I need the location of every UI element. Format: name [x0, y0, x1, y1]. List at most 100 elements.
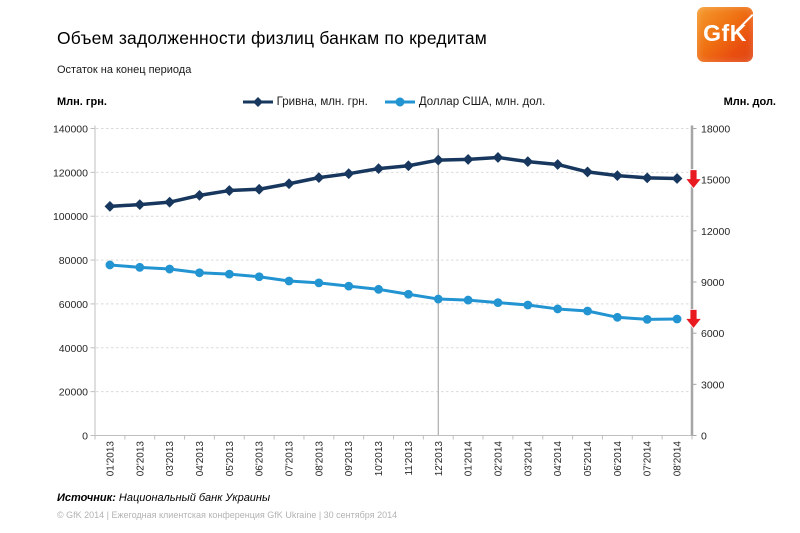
svg-text:140000: 140000: [53, 124, 88, 136]
svg-text:20000: 20000: [59, 387, 88, 399]
svg-text:03'2013: 03'2013: [165, 441, 176, 477]
series-dollar: [105, 260, 682, 324]
x-axis-labels: 01'2013 02'2013 03'2013 04'2013 05'2013 06'20…: [105, 441, 683, 477]
svg-text:05'2013: 05'2013: [225, 441, 236, 477]
data-point: [194, 189, 205, 201]
svg-text:120000: 120000: [53, 167, 88, 179]
data-point: [223, 185, 235, 196]
data-point: [553, 304, 563, 314]
legend-item-dollar: Доллар США, млн. дол.: [384, 96, 546, 108]
svg-text:11'2013: 11'2013: [404, 441, 415, 476]
svg-text:0: 0: [82, 431, 88, 443]
svg-text:05'2014: 05'2014: [583, 441, 594, 477]
data-point: [671, 173, 683, 184]
data-point: [165, 264, 175, 274]
data-point: [105, 260, 115, 270]
data-point: [374, 284, 383, 294]
data-point: [492, 152, 504, 163]
svg-text:12000: 12000: [701, 226, 730, 238]
data-point: [314, 278, 324, 288]
data-point: [463, 295, 473, 305]
data-point: [254, 272, 264, 282]
svg-text:3000: 3000: [701, 379, 725, 391]
data-point: [403, 160, 414, 172]
data-point: [641, 172, 653, 184]
logo-text: GfK: [703, 20, 747, 46]
svg-text:04'2014: 04'2014: [553, 441, 564, 477]
svg-text:01'2013: 01'2013: [105, 441, 116, 477]
data-point: [404, 289, 413, 299]
svg-text:08'2014: 08'2014: [673, 441, 684, 477]
svg-text:80000: 80000: [59, 255, 88, 267]
data-point: [552, 159, 564, 170]
down-arrow-annotation: [684, 309, 703, 330]
svg-text:04'2013: 04'2013: [195, 441, 206, 477]
svg-text:40000: 40000: [59, 343, 88, 355]
svg-text:0: 0: [701, 431, 707, 443]
gfk-logo: GfK: [697, 7, 754, 62]
data-point: [433, 294, 443, 304]
svg-text:15000: 15000: [701, 175, 730, 187]
page-subtitle: Остаток на конец периода: [57, 64, 192, 76]
svg-text:6000: 6000: [701, 328, 725, 340]
copyright-line: © GfK 2014 | Ежегодная клиентская конфер…: [57, 510, 398, 520]
data-point: [493, 298, 503, 308]
svg-text:12'2013: 12'2013: [434, 441, 445, 477]
svg-text:08'2013: 08'2013: [314, 441, 325, 477]
data-point: [164, 196, 176, 208]
down-arrow-annotation: [684, 169, 703, 190]
data-point: [195, 268, 204, 278]
grivna-line-marker-icon: [242, 97, 273, 107]
data-point: [611, 170, 623, 182]
right-axis-title: Млн. дол.: [723, 96, 776, 108]
source-label: Источник:: [57, 492, 116, 504]
data-point: [104, 200, 116, 212]
data-point: [284, 276, 294, 286]
data-point: [672, 314, 682, 324]
data-point: [313, 172, 325, 184]
data-point: [224, 269, 234, 279]
svg-text:07'2013: 07'2013: [285, 441, 296, 477]
svg-text:100000: 100000: [53, 211, 88, 223]
svg-text:07'2014: 07'2014: [643, 441, 654, 477]
data-point: [135, 262, 145, 272]
data-point: [583, 306, 592, 316]
svg-text:06'2014: 06'2014: [613, 441, 624, 477]
data-point: [283, 178, 295, 190]
legend-item-grivna: Гривна, млн. грн.: [242, 96, 368, 108]
legend-label-dollar: Доллар США, млн. дол.: [418, 96, 546, 108]
data-point: [373, 163, 384, 175]
data-point: [253, 183, 265, 195]
data-point: [642, 314, 652, 324]
svg-text:09'2013: 09'2013: [344, 441, 355, 477]
data-point: [523, 300, 533, 310]
source-value: Национальный банк Украины: [118, 492, 271, 504]
svg-text:02'2013: 02'2013: [135, 441, 146, 477]
svg-text:18000: 18000: [701, 124, 730, 136]
svg-text:10'2013: 10'2013: [374, 441, 385, 477]
svg-text:02'2014: 02'2014: [493, 441, 504, 477]
page-title: Объем задолженности физлиц банкам по кре…: [57, 28, 487, 48]
chart-legend: Гривна, млн. грн. Доллар США, млн. дол.: [95, 96, 692, 108]
data-point: [462, 154, 474, 165]
data-point: [343, 168, 355, 180]
left-axis-title: Млн. грн.: [57, 96, 107, 108]
data-point: [582, 166, 593, 178]
x-axis-ticks: [94, 435, 693, 440]
data-point: [432, 154, 444, 166]
svg-text:06'2013: 06'2013: [255, 441, 266, 477]
data-point: [612, 312, 622, 322]
dollar-line-marker-icon: [384, 97, 415, 107]
svg-text:60000: 60000: [59, 299, 88, 311]
legend-label-grivna: Гривна, млн. грн.: [276, 96, 368, 108]
data-point: [134, 199, 146, 210]
right-axis-ticks: 0 3000 6000 9000 12000 15000 18000: [692, 124, 730, 443]
data-point: [522, 156, 534, 168]
left-axis-ticks: 0 20000 40000 60000 80000 100000 120000 140000: [53, 124, 95, 443]
svg-text:01'2014: 01'2014: [464, 441, 475, 477]
data-point: [344, 281, 354, 291]
series-grivna: [104, 152, 683, 212]
svg-text:03'2014: 03'2014: [523, 441, 534, 477]
